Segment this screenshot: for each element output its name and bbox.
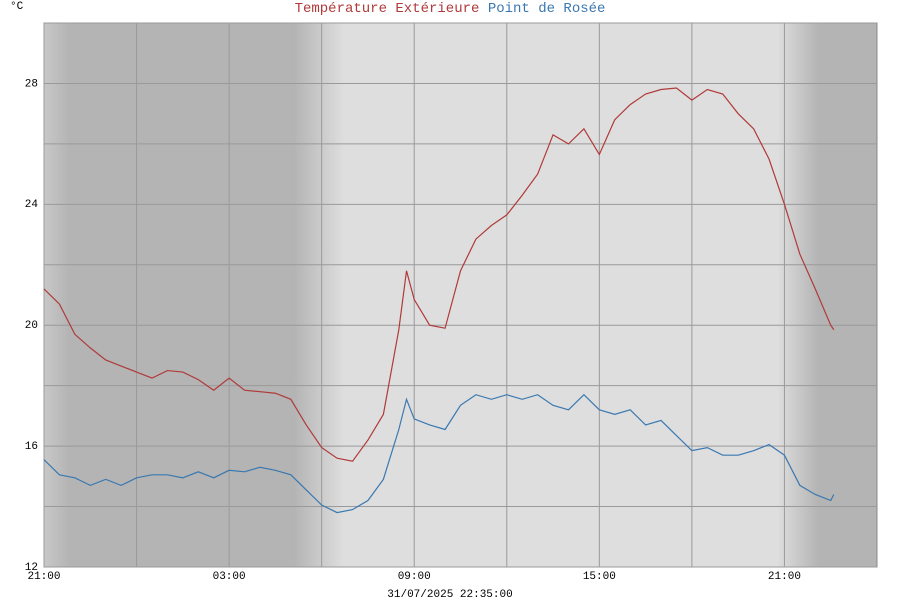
y-tick-label: 28 — [25, 78, 38, 90]
plot-area — [43, 22, 878, 568]
footer: 31/07/2025 22:35:00 — [387, 589, 512, 600]
legend-entry: Point de Rosée — [488, 1, 606, 17]
x-tick-label: 09:00 — [398, 571, 431, 583]
y-tick-label: 12 — [25, 562, 38, 574]
legend: Température Extérieure Point de Rosée — [295, 1, 606, 17]
y-tick-label: 16 — [25, 441, 38, 453]
unit-label: °C — [10, 1, 24, 13]
x-tick-label: 03:00 — [213, 571, 246, 583]
series-line — [43, 87, 835, 462]
legend-entry: Température Extérieure — [295, 1, 480, 17]
x-tick-label: 21:00 — [768, 571, 801, 583]
y-tick-label: 20 — [25, 320, 38, 332]
series-line — [43, 393, 835, 514]
x-tick-label: 21:00 — [27, 571, 60, 583]
y-tick-label: 24 — [25, 199, 39, 211]
x-tick-label: 15:00 — [583, 571, 616, 583]
